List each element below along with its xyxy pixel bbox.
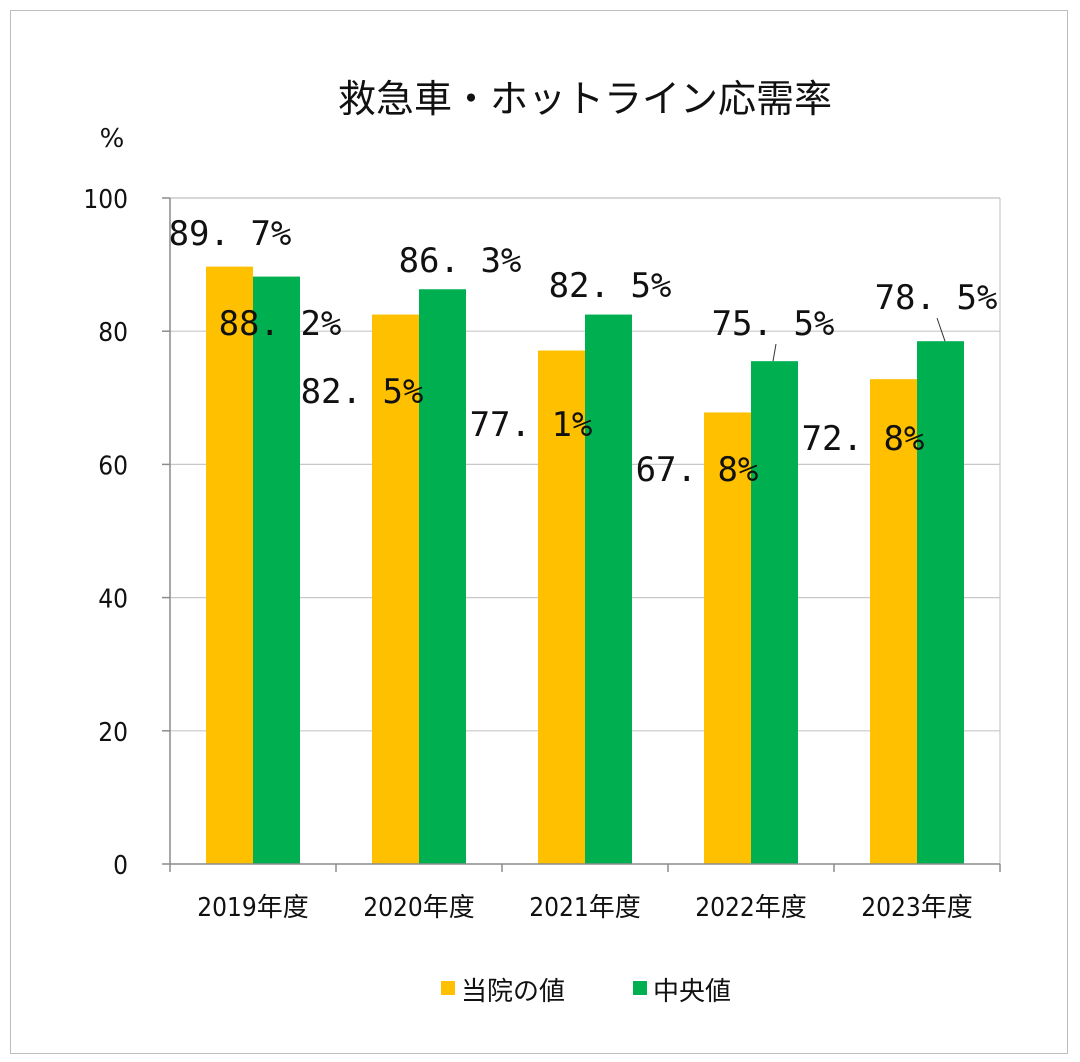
y-axis-unit: % (100, 124, 125, 154)
data-label-hospital: 89. 7% (169, 214, 292, 254)
leader-line (936, 317, 946, 342)
legend-label-hospital: 当院の値 (461, 977, 565, 1007)
data-label-hospital: 82. 5% (301, 372, 424, 412)
y-tick-labels: 0 20 40 60 80 100 (83, 185, 128, 881)
x-category-label: 2021年度 (529, 893, 641, 923)
x-category-label: 2020年度 (363, 893, 475, 923)
legend-label-median: 中央値 (653, 977, 731, 1007)
bar-hospital (538, 350, 585, 864)
x-category-labels: 2019年度 2020年度 2021年度 2022年度 2023年度 (197, 893, 973, 923)
data-label-hospital: 67. 8% (636, 450, 759, 490)
data-label-median: 78. 5% (875, 278, 998, 318)
chart-title: 救急車・ホットライン応需率 (338, 77, 832, 121)
y-tick-label: 80 (98, 318, 128, 348)
y-tick-label: 20 (98, 718, 128, 748)
x-category-label: 2022年度 (695, 893, 807, 923)
bar-median (751, 361, 798, 864)
data-label-hospital: 72. 8% (802, 419, 925, 459)
bar-hospital (206, 266, 253, 864)
x-category-label: 2023年度 (861, 893, 973, 923)
bar-hospital (372, 314, 419, 864)
data-label-median: 88. 2% (219, 304, 342, 344)
legend: 当院の値 中央値 (441, 977, 731, 1007)
data-label-hospital: 77. 1% (470, 405, 593, 445)
y-tick-label: 60 (98, 451, 128, 481)
bar-median (917, 341, 964, 864)
bar-median (585, 314, 632, 864)
legend-swatch-hospital (441, 981, 455, 995)
x-category-label: 2019年度 (197, 893, 309, 923)
y-tick-label: 0 (113, 851, 128, 881)
y-tick-label: 40 (98, 585, 128, 615)
bar-hospital (704, 412, 751, 864)
data-label-median: 75. 5% (712, 304, 835, 344)
axes (162, 197, 1001, 872)
data-label-median: 86. 3% (399, 241, 522, 281)
data-label-median: 82. 5% (549, 266, 672, 306)
legend-swatch-median (633, 981, 647, 995)
bar-median (419, 289, 466, 864)
bar-median (253, 276, 300, 864)
leader-line (772, 343, 777, 362)
data-labels: 89. 7% 82. 5% 77. 1% 67. 8% 72. 8% 88. 2% 86. … (169, 214, 998, 490)
y-tick-label: 100 (83, 185, 128, 215)
bars (206, 266, 964, 864)
bar-hospital (870, 379, 917, 864)
